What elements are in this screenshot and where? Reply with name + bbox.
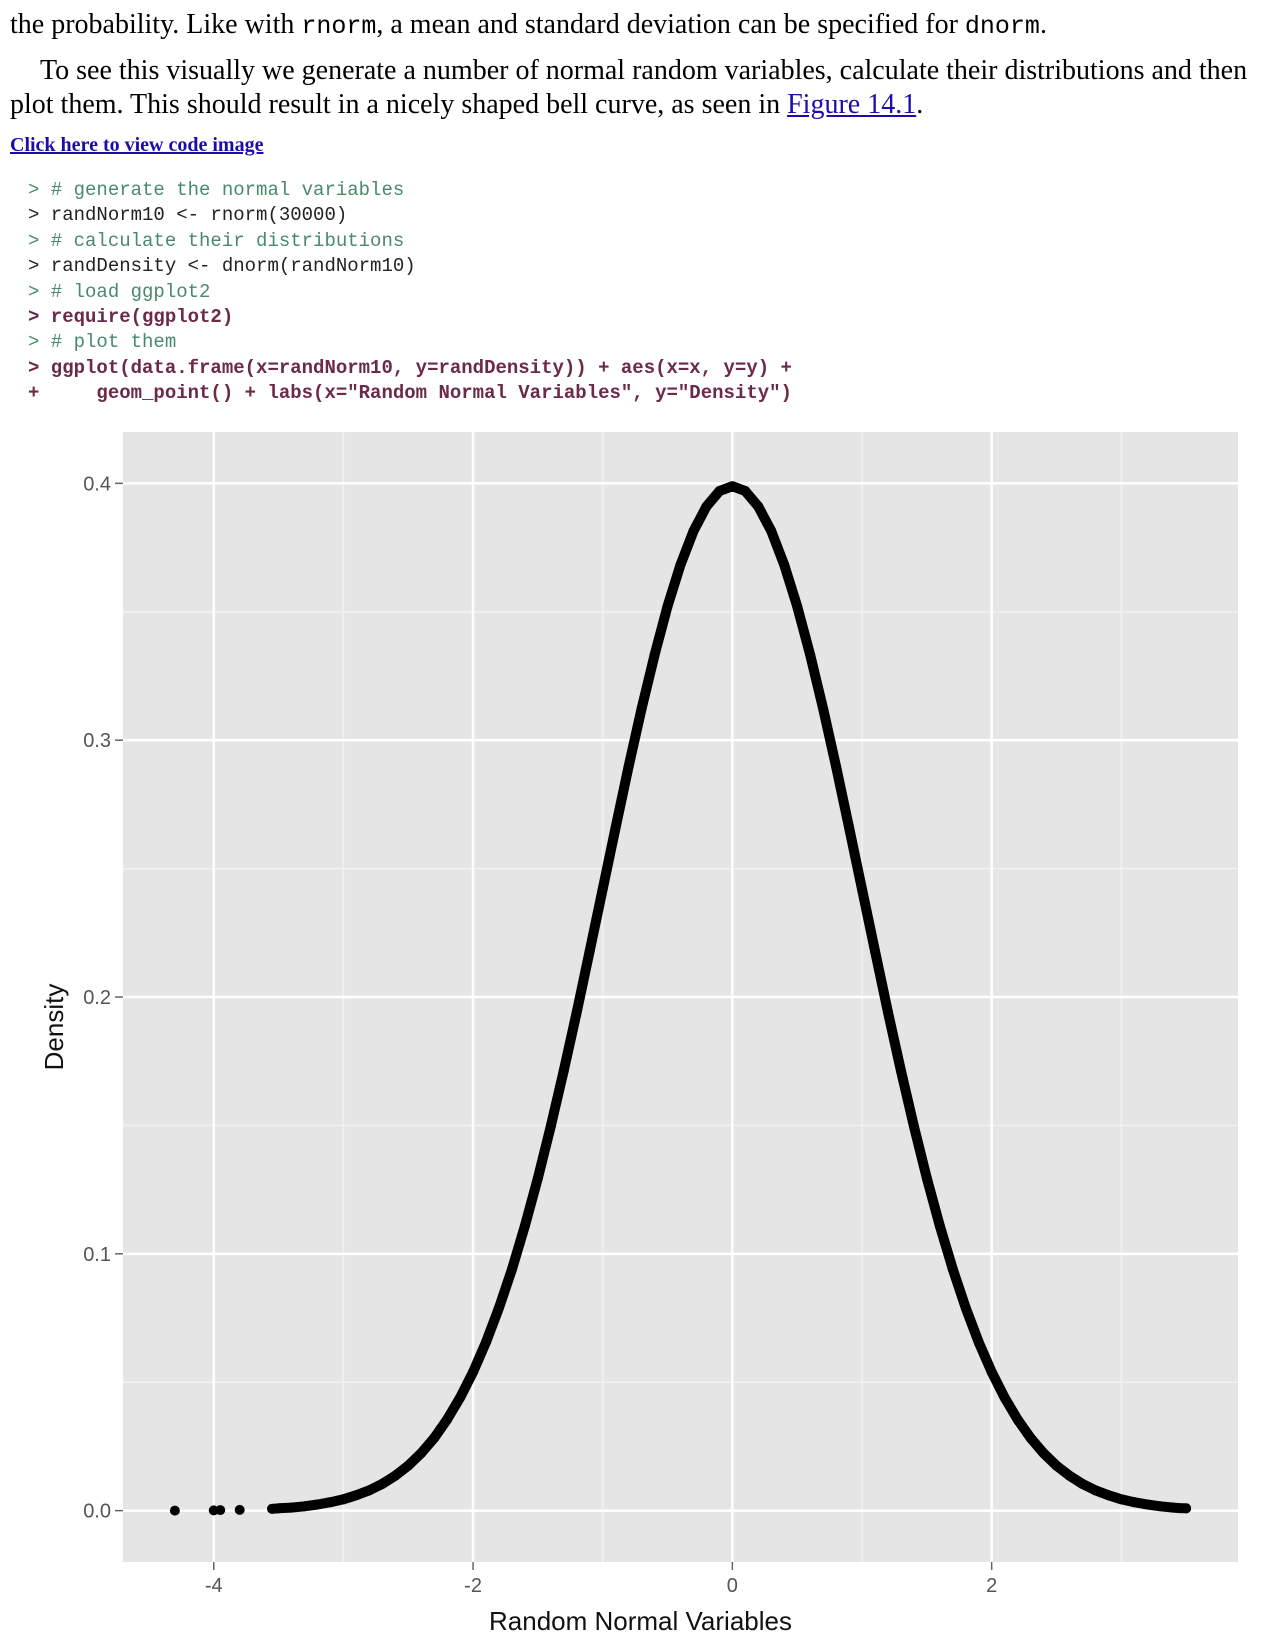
paragraph-probability: the probability. Like with rnorm, a mean… — [10, 8, 1260, 44]
code-line: > randDensity <- dnorm(randNorm10) — [28, 255, 416, 278]
code-line: > # plot them — [28, 331, 177, 354]
x-axis-title: Random Normal Variables — [489, 1606, 792, 1636]
data-point — [169, 1505, 180, 1516]
paragraph-text: . — [916, 89, 924, 120]
code-line: + geom_point() + labs(x="Random Normal V… — [28, 382, 792, 405]
paragraph-text: To see this visually we generate a numbe… — [10, 55, 1248, 120]
paragraph-text: the probability. Like with — [10, 9, 302, 40]
y-axis-title: Density — [39, 984, 69, 1071]
code-line: > randNorm10 <- rnorm(30000) — [28, 204, 348, 227]
code-line: > # calculate their distributions — [28, 229, 405, 252]
view-code-image-link[interactable]: Click here to view code image — [10, 134, 264, 156]
dense-point-curve — [267, 481, 1192, 1514]
density-scatter-chart: -4 -2 0 2 0.0 0.1 0.2 0.3 0.4 Random Normal Vari… — [39, 432, 1238, 1636]
inline-code-rnorm: rnorm — [301, 12, 377, 41]
data-points — [169, 481, 1192, 1516]
inline-code-dnorm: dnorm — [964, 12, 1040, 41]
paragraph-text: . — [1039, 9, 1047, 40]
code-line: > require(ggplot2) — [28, 306, 234, 329]
paragraph-text: , a mean and standard deviation can be s… — [376, 9, 965, 40]
code-line: > ggplot(data.frame(x=randNorm10, y=rand… — [28, 356, 792, 379]
y-tick-label: 0.1 — [83, 1244, 111, 1266]
x-tick-label: -2 — [464, 1575, 482, 1597]
y-tick-label: 0.4 — [83, 473, 111, 495]
code-line: > # generate the normal variables — [28, 179, 405, 201]
x-tick-label: -4 — [205, 1575, 223, 1597]
figure-link[interactable]: Figure 14.1 — [787, 89, 917, 120]
y-tick-label: 0.0 — [83, 1501, 111, 1523]
y-tick-label: 0.2 — [83, 987, 111, 1009]
y-tick-label: 0.3 — [83, 730, 111, 752]
x-tick-label: 2 — [986, 1575, 997, 1597]
paragraph-visual: To see this visually we generate a numbe… — [10, 54, 1260, 122]
code-block: > # generate the normal variables > randN… — [28, 178, 792, 407]
axis-ticks: -4 -2 0 2 0.0 0.1 0.2 0.3 0.4 — [83, 473, 997, 1597]
data-point — [215, 1505, 226, 1516]
data-point — [234, 1504, 245, 1515]
code-line: > # load ggplot2 — [28, 280, 211, 303]
x-tick-label: 0 — [727, 1575, 738, 1597]
